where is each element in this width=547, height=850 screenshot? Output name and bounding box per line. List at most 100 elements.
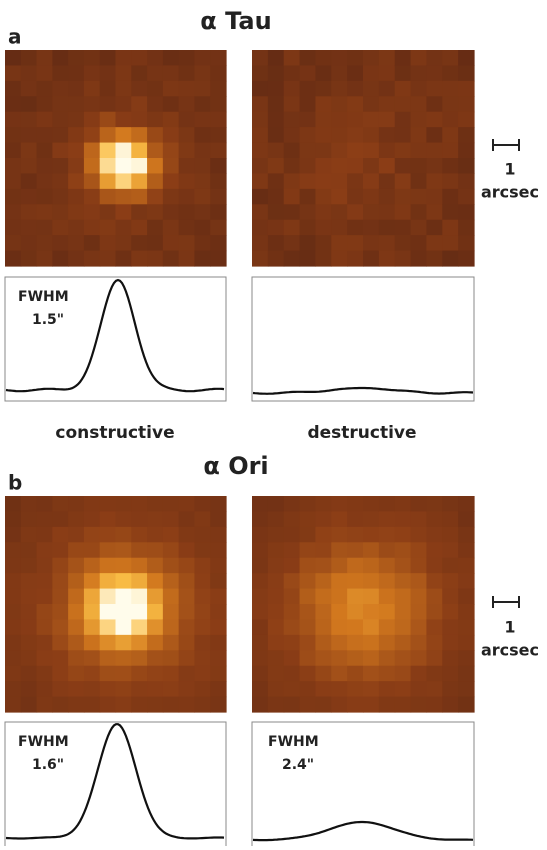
- pixel: [179, 235, 195, 251]
- pixel: [21, 558, 37, 574]
- pixel: [163, 112, 179, 128]
- pixel: [5, 204, 21, 220]
- pixel: [163, 496, 179, 512]
- pixel: [116, 204, 132, 220]
- pixel: [179, 50, 195, 66]
- pixel: [21, 65, 37, 81]
- pixel: [300, 619, 316, 635]
- pixel: [411, 127, 427, 143]
- pixel: [37, 542, 53, 558]
- pixel: [68, 666, 84, 682]
- pixel: [268, 589, 284, 605]
- pixel: [426, 81, 442, 97]
- pixel: [379, 96, 395, 112]
- pixel: [347, 189, 363, 205]
- pixel: [268, 619, 284, 635]
- pixel: [284, 589, 300, 605]
- pixel: [179, 158, 195, 174]
- pixel: [5, 511, 21, 527]
- pixel: [395, 189, 411, 205]
- pixel: [52, 635, 68, 651]
- pixel: [116, 650, 132, 666]
- pixel: [68, 251, 84, 267]
- pixel: [300, 112, 316, 128]
- pixel: [458, 697, 474, 713]
- pixel: [458, 650, 474, 666]
- pixel: [163, 573, 179, 589]
- pixel: [147, 173, 163, 189]
- pixel: [347, 635, 363, 651]
- pixel: [363, 697, 379, 713]
- pixel: [331, 127, 347, 143]
- pixel: [5, 127, 21, 143]
- pixel: [300, 635, 316, 651]
- pixel: [442, 189, 458, 205]
- pixel: [68, 96, 84, 112]
- pixel: [5, 697, 21, 713]
- pixel: [442, 527, 458, 543]
- pixel: [68, 604, 84, 620]
- pixel: [379, 143, 395, 159]
- pixel: [300, 650, 316, 666]
- pixel: [52, 143, 68, 159]
- pixel: [210, 589, 226, 605]
- pixel: [131, 204, 147, 220]
- pixel: [379, 635, 395, 651]
- pixel: [379, 697, 395, 713]
- pixel: [131, 143, 147, 159]
- pixel: [442, 681, 458, 697]
- pixel: [442, 220, 458, 236]
- pixel: [347, 619, 363, 635]
- pixel: [84, 666, 100, 682]
- pixel: [84, 112, 100, 128]
- pixel: [5, 173, 21, 189]
- pixel: [300, 81, 316, 97]
- pixel: [379, 619, 395, 635]
- pixel: [442, 143, 458, 159]
- pixel: [116, 697, 132, 713]
- scale-value: 1: [504, 618, 515, 637]
- pixel: [284, 158, 300, 174]
- pixel: [37, 173, 53, 189]
- pixel: [37, 511, 53, 527]
- pixel: [131, 573, 147, 589]
- pixel: [411, 496, 427, 512]
- pixel: [411, 158, 427, 174]
- pixel: [68, 496, 84, 512]
- pixel: [37, 666, 53, 682]
- pixel: [347, 558, 363, 574]
- pixel: [458, 619, 474, 635]
- pixel: [252, 697, 268, 713]
- pixel: [426, 635, 442, 651]
- pixel: [21, 681, 37, 697]
- pixel: [252, 220, 268, 236]
- pixel: [395, 127, 411, 143]
- pixel: [426, 558, 442, 574]
- pixel: [131, 558, 147, 574]
- pixel-image: [252, 50, 475, 267]
- pixel: [426, 619, 442, 635]
- pixel: [268, 666, 284, 682]
- pixel: [131, 173, 147, 189]
- pixel: [194, 235, 210, 251]
- pixel: [84, 251, 100, 267]
- pixel: [284, 697, 300, 713]
- pixel: [68, 173, 84, 189]
- pixel: [163, 650, 179, 666]
- pixel: [252, 127, 268, 143]
- pixel: [268, 96, 284, 112]
- pixel: [315, 604, 331, 620]
- pixel: [331, 511, 347, 527]
- pixel: [331, 619, 347, 635]
- pixel: [21, 635, 37, 651]
- pixel: [379, 50, 395, 66]
- pixel: [210, 650, 226, 666]
- pixel: [179, 666, 195, 682]
- pixel: [458, 666, 474, 682]
- pixel: [84, 173, 100, 189]
- pixel: [331, 204, 347, 220]
- pixel: [284, 251, 300, 267]
- pixel: [426, 697, 442, 713]
- pixel: [379, 681, 395, 697]
- pixel: [116, 527, 132, 543]
